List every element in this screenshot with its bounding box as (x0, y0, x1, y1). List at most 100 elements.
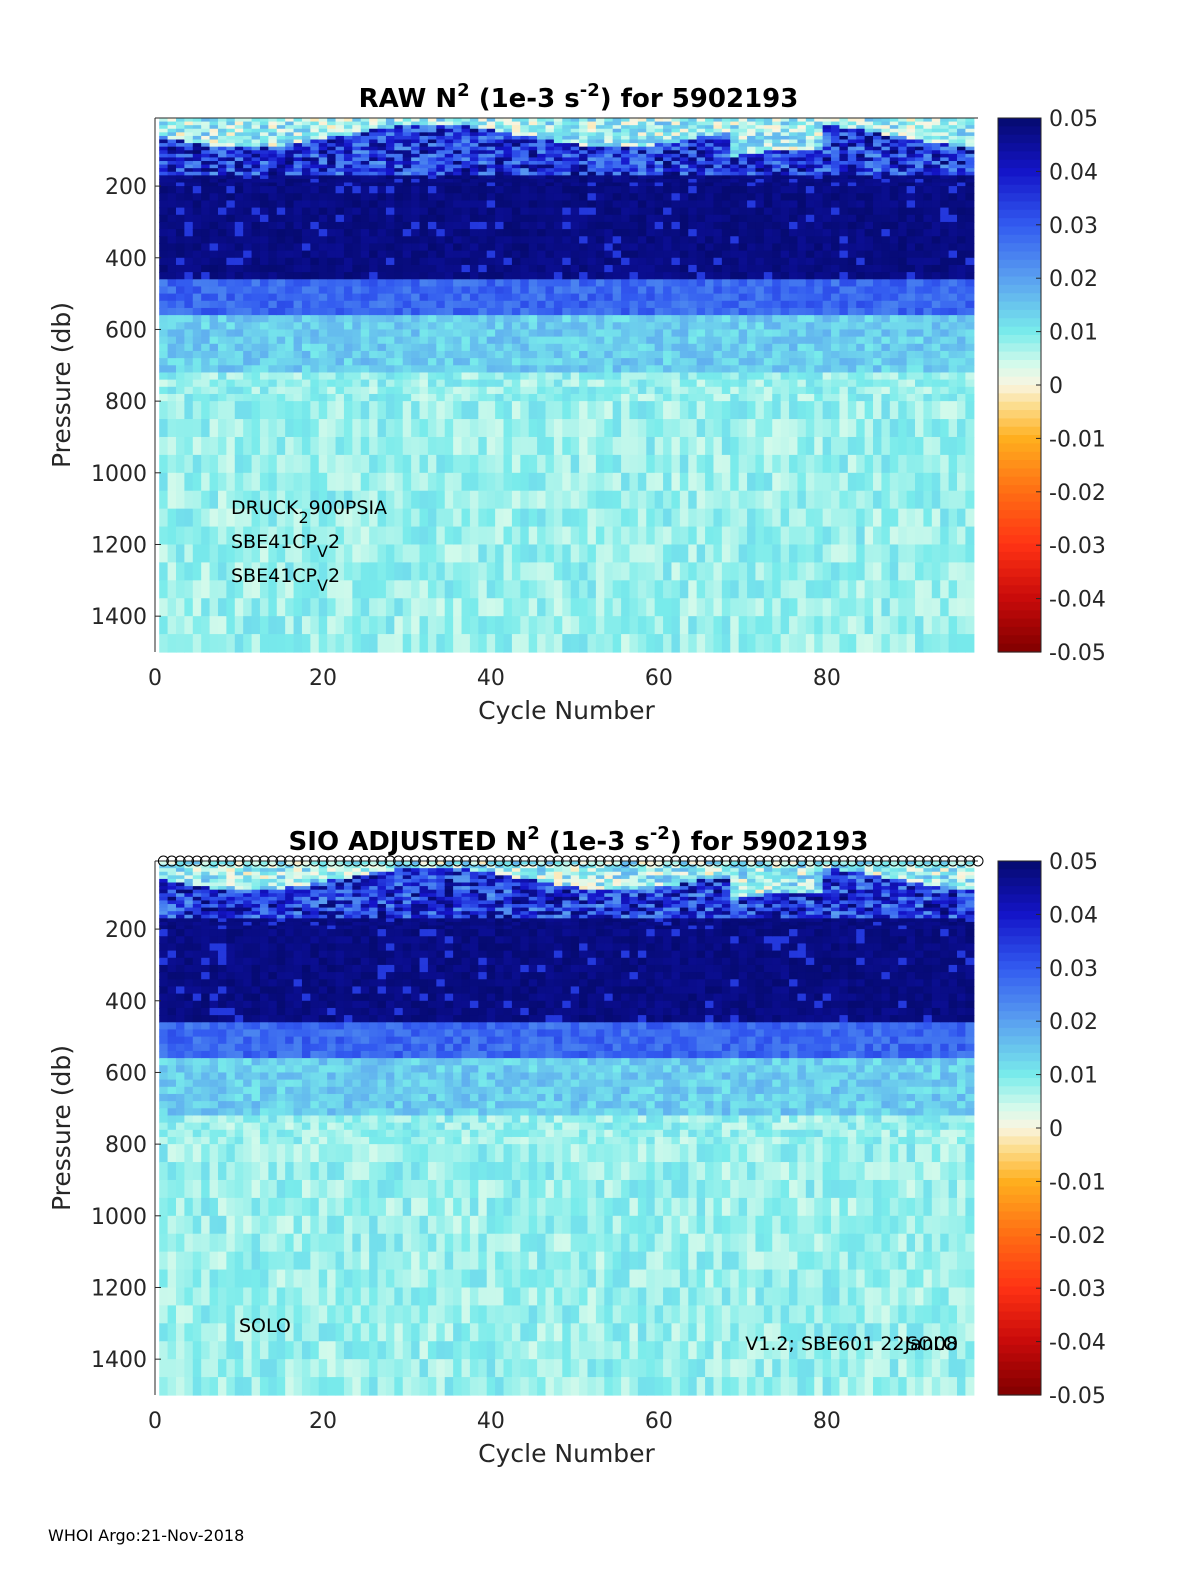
float-type-annotation-overlap: SOLO (906, 1333, 958, 1355)
y-tick-label: 400 (105, 990, 147, 1015)
cycle-marker (594, 855, 606, 867)
cycle-marker (880, 855, 892, 867)
cycle-marker (451, 855, 463, 867)
y-axis-label: Pressure (db) (47, 302, 76, 468)
cycle-marker (577, 855, 589, 867)
cycle-marker (544, 855, 556, 867)
colorbar-tick-label: -0.02 (1049, 1224, 1106, 1249)
colorbar-tick-label: 0.05 (1049, 107, 1098, 132)
cycle-marker (267, 855, 279, 867)
colorbar-tick-label: -0.04 (1049, 588, 1106, 613)
y-tick-label: 200 (105, 918, 147, 943)
cycle-marker (535, 855, 547, 867)
cycle-marker (561, 855, 572, 867)
cycle-marker (418, 855, 430, 867)
cycle-marker (955, 855, 967, 867)
y-tick-label: 800 (105, 390, 147, 415)
cycle-marker (728, 855, 740, 867)
cycle-marker (569, 855, 581, 867)
cycle-marker (376, 855, 388, 867)
cycle-marker (888, 855, 900, 867)
cycle-marker (938, 855, 950, 867)
cycle-marker (670, 855, 682, 867)
cycle-marker (166, 855, 178, 867)
cycle-marker (703, 855, 715, 867)
cycle-marker (611, 855, 623, 867)
cycle-marker (770, 855, 782, 867)
cycle-marker (964, 855, 976, 867)
colorbar-tick-label: 0.03 (1049, 957, 1098, 982)
cycle-marker (619, 855, 631, 867)
cycle-marker (250, 855, 262, 867)
cycle-marker (233, 855, 245, 867)
colorbar-tick-label: 0.01 (1049, 1064, 1098, 1089)
cycle-marker (972, 855, 984, 867)
cycle-marker (208, 855, 220, 867)
x-tick-label: 80 (813, 1409, 841, 1434)
cycle-marker (351, 855, 363, 867)
cycle-marker (586, 855, 598, 867)
cycle-marker (510, 855, 522, 867)
cycle-marker (468, 855, 480, 867)
cycle-marker (896, 855, 908, 867)
cycle-marker (225, 855, 237, 867)
chart-title: RAW N2 (1e-3 s-2) for 5902193 (359, 80, 799, 114)
x-tick-label: 60 (645, 666, 673, 691)
cycle-marker (191, 855, 203, 867)
cycle-marker (779, 855, 791, 867)
cycle-marker (661, 855, 673, 867)
cycle-marker (359, 855, 371, 867)
colorbar-tick-label: -0.03 (1049, 1277, 1106, 1302)
x-axis-label: Cycle Number (478, 696, 655, 725)
cycle-marker (309, 855, 321, 867)
cycle-marker (502, 855, 514, 867)
cycle-marker (174, 855, 186, 867)
x-tick-label: 0 (148, 666, 162, 691)
colorbar-tick-label: -0.02 (1049, 481, 1106, 506)
x-tick-label: 20 (309, 666, 337, 691)
cycle-marker (628, 855, 640, 867)
colorbar-tick-label: -0.04 (1049, 1331, 1106, 1356)
y-tick-label: 1200 (91, 533, 147, 558)
chart-title: SIO ADJUSTED N2 (1e-3 s-2) for 5902193 (289, 823, 869, 857)
colorbar-tick-label: -0.03 (1049, 534, 1106, 559)
cycle-markers (157, 855, 984, 867)
cycle-marker (871, 855, 883, 867)
cycle-marker (787, 855, 799, 867)
cycle-marker (241, 855, 253, 867)
cycle-marker (829, 855, 841, 867)
cycle-marker (443, 855, 455, 867)
cycle-marker (737, 855, 749, 867)
cycle-marker (435, 855, 447, 867)
cycle-marker (292, 855, 304, 867)
x-tick-label: 40 (477, 666, 505, 691)
cycle-marker (199, 855, 211, 867)
x-tick-label: 80 (813, 666, 841, 691)
cycle-marker (686, 855, 698, 867)
colorbar-tick-label: 0 (1049, 374, 1063, 399)
cycle-marker (947, 855, 959, 867)
cycle-marker (283, 855, 295, 867)
firmware-annotation: V1.2; SBE601 22Jan08 (745, 1333, 958, 1355)
colorbar-tick-label: 0.02 (1049, 1010, 1098, 1035)
colorbar-tick-label: -0.05 (1049, 1384, 1106, 1409)
chart-panel-2: 0 20 40 60 80 200 400 600 800 1000 1200 1400 Cycle N… (47, 823, 1106, 1468)
cycle-marker (602, 855, 614, 867)
y-tick-label: 800 (105, 1133, 147, 1158)
cycle-marker (930, 855, 942, 867)
y-tick-label: 1400 (91, 1348, 147, 1373)
y-tick-label: 600 (105, 1061, 147, 1086)
cycle-marker (258, 855, 270, 867)
cycle-marker (846, 855, 858, 867)
cycle-marker (485, 855, 497, 867)
cycle-marker (367, 855, 379, 867)
y-tick-label: 1000 (91, 1205, 147, 1230)
cycle-marker (720, 855, 732, 867)
cycle-marker (300, 855, 312, 867)
cycle-marker (552, 855, 564, 867)
y-tick-label: 1200 (91, 1276, 147, 1301)
cycle-marker (493, 855, 505, 867)
cycle-marker (401, 855, 413, 867)
cycle-marker (762, 855, 774, 867)
